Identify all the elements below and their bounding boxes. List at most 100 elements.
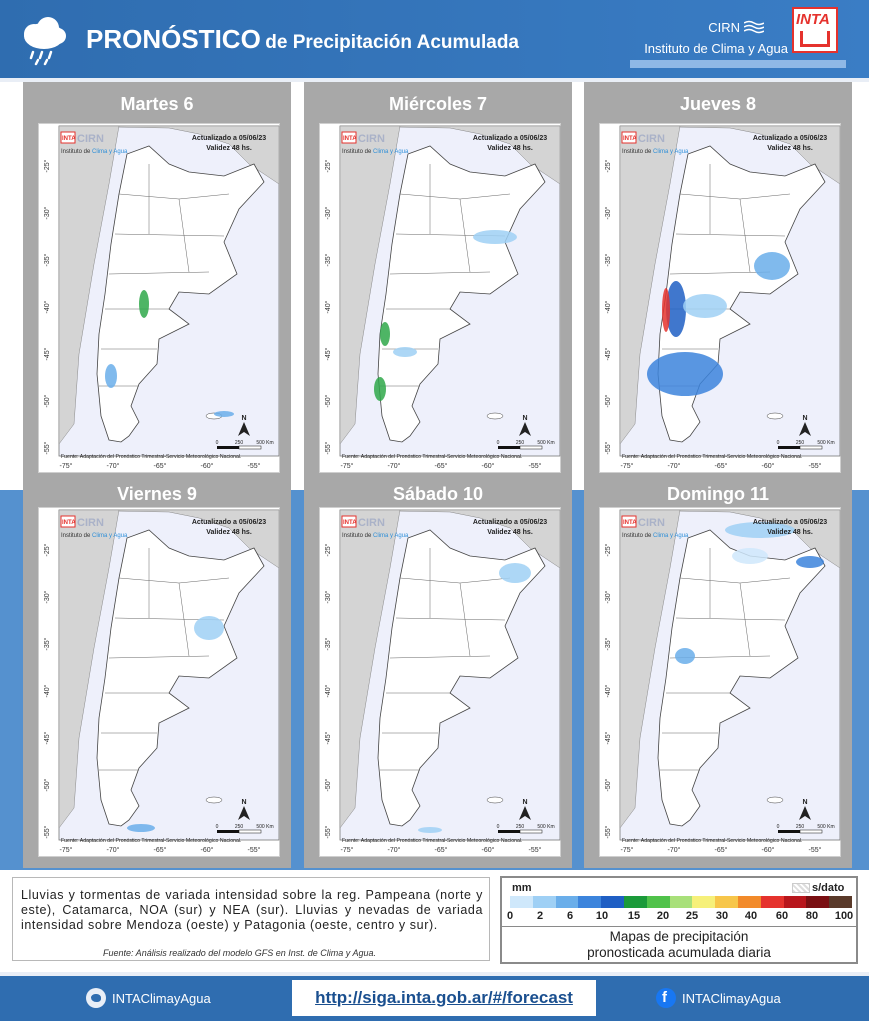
lat-tick-label: -40°: [604, 684, 612, 697]
north-label: N: [802, 799, 807, 806]
precip-map: -25° -30° -35° -40° -45° -50° -55° -75° -70° -65°…: [599, 123, 841, 473]
scale-label: 250: [516, 440, 525, 446]
cirn-logo-mini: CIRN: [638, 517, 665, 529]
twitter-link[interactable]: INTAClimayAgua: [86, 988, 211, 1008]
precip-map: -25° -30° -35° -40° -45° -50° -55° -75° -70° -65°…: [319, 507, 561, 857]
north-arrow-icon: [238, 806, 250, 820]
lon-tick-label: -70°: [388, 846, 401, 854]
description-text: Lluvias y tormentas de variada intensida…: [21, 888, 483, 932]
lon-tick-label: -55°: [248, 846, 261, 854]
precip-map: -25° -30° -35° -40° -45° -50° -55° -75° -70° -65°…: [319, 123, 561, 473]
scale-label: 500 Km: [537, 824, 554, 830]
argentina-outline: [377, 529, 546, 827]
panel-title: Sábado 10: [392, 484, 484, 504]
lon-tick-label: -70°: [107, 846, 120, 854]
validity-label: Validez 48 hs.: [487, 529, 533, 536]
scale-label: 250: [516, 824, 525, 830]
cirn-logo-mini: CIRN: [77, 133, 104, 145]
inta-logo-shape: [800, 31, 830, 47]
updated-label: Actualizado a 05/06/23: [753, 135, 827, 142]
lon-tick-label: -75°: [60, 462, 73, 470]
legend-color-bar: [510, 896, 852, 908]
lat-tick-label: -45°: [604, 347, 612, 360]
legend-caption: Mapas de precipitación pronosticada acum…: [502, 929, 856, 961]
validity-label: Validez 48 hs.: [206, 145, 252, 152]
header-strip: [630, 60, 846, 68]
inta-logo-mini: INTA: [343, 136, 357, 142]
lat-tick-label: -40°: [324, 300, 332, 313]
legend-caption-line: pronosticada acumulada diaria: [587, 945, 771, 960]
panel-title: Viernes 9: [117, 484, 197, 504]
lat-tick-label: -35°: [43, 637, 51, 650]
lon-tick-label: -70°: [388, 462, 401, 470]
scale-label: 500 Km: [537, 440, 554, 446]
legend-swatch: [510, 896, 533, 908]
legend-swatch: [578, 896, 602, 908]
lon-tick-label: -75°: [341, 846, 354, 854]
panel-title: Jueves 8: [679, 94, 757, 114]
legend-label: 40: [744, 910, 758, 922]
scale-label: 500 Km: [817, 440, 834, 446]
lon-tick-label: -60°: [762, 462, 775, 470]
lat-tick-label: -25°: [604, 159, 612, 172]
title-sub: de Precipitación Acumulada: [265, 32, 520, 53]
lon-tick-label: -75°: [621, 846, 634, 854]
north-arrow-icon: [799, 422, 811, 436]
facebook-handle: INTAClimayAgua: [682, 990, 781, 1006]
north-label: N: [522, 799, 527, 806]
inta-logo-mini: INTA: [62, 520, 76, 526]
lat-tick-label: -50°: [324, 394, 332, 407]
legend-label: 25: [685, 910, 699, 922]
scale-label: 500 Km: [256, 440, 273, 446]
lon-tick-label: -55°: [529, 846, 542, 854]
lat-tick-label: -35°: [604, 253, 612, 266]
lat-tick-label: -35°: [43, 253, 51, 266]
lat-tick-label: -40°: [604, 300, 612, 313]
facebook-link[interactable]: INTAClimayAgua: [656, 988, 781, 1008]
divider: [502, 926, 856, 927]
lon-tick-label: -65°: [154, 462, 167, 470]
lat-tick-label: -45°: [43, 731, 51, 744]
legend-swatch: [532, 896, 556, 908]
cirn-logo-mini: CIRN: [638, 133, 665, 145]
instituto-label: Instituto de Clima y Agua: [644, 41, 788, 56]
legend-swatch: [623, 896, 647, 908]
lat-tick-label: -45°: [324, 731, 332, 744]
lon-tick-label: -70°: [107, 462, 120, 470]
precip-map: -25° -30° -35° -40° -45° -50° -55° -75° -70° -65°…: [38, 123, 280, 473]
scale-label: 0: [497, 824, 500, 830]
lon-tick-label: -75°: [341, 462, 354, 470]
argentina-outline: [96, 529, 265, 827]
cirn-logo-mini: CIRN: [77, 517, 104, 529]
validity-label: Validez 48 hs.: [487, 145, 533, 152]
north-arrow-icon: [519, 422, 531, 436]
panel-title: Miércoles 7: [388, 94, 488, 114]
map-figure: -25° -30° -35° -40° -45° -50° -55° -75° -70° -65°…: [604, 509, 841, 854]
scale-label: 500 Km: [256, 824, 273, 830]
facebook-icon: [656, 988, 676, 1008]
lon-tick-label: -55°: [248, 462, 261, 470]
scale-label: 0: [777, 824, 780, 830]
map-figure: -25° -30° -35° -40° -45° -50° -55° -75° -70° -65°…: [324, 125, 561, 470]
map-source: Fuente: Adaptación del Pronóstico Trimes…: [622, 454, 803, 460]
lon-tick-label: -70°: [668, 462, 681, 470]
forecast-panel-sunday: Domingo 11 -25° -30° -35° -40° -45° -50° -55° -…: [584, 480, 852, 868]
forecast-panel-saturday: Sábado 10 -25° -30° -35° -40° -45° -50° -55° -7…: [304, 480, 572, 868]
lon-tick-label: -75°: [621, 462, 634, 470]
panel-title: Martes 6: [120, 94, 194, 114]
legend-label: 20: [656, 910, 670, 922]
scale-label: 0: [777, 440, 780, 446]
legend-label: 15: [627, 910, 641, 922]
lon-tick-label: -65°: [715, 462, 728, 470]
map-figure: -25° -30° -35° -40° -45° -50° -55° -75° -70° -65°…: [43, 509, 280, 854]
lat-tick-label: -50°: [604, 778, 612, 791]
lat-tick-label: -50°: [43, 778, 51, 791]
map-source: Fuente: Adaptación del Pronóstico Trimes…: [342, 838, 523, 844]
no-data-swatch: [792, 883, 810, 893]
map-figure: -25° -30° -35° -40° -45° -50° -55° -75° -70° -65°…: [324, 509, 561, 854]
legend-swatch: [692, 896, 716, 908]
legend-labels: 0 2 6 10 15 20 25 30 40 60 80 100: [506, 910, 854, 924]
forecast-url-link[interactable]: http://siga.inta.gob.ar/#/forecast: [315, 988, 573, 1007]
lat-tick-label: -25°: [604, 543, 612, 556]
legend-swatch: [669, 896, 693, 908]
